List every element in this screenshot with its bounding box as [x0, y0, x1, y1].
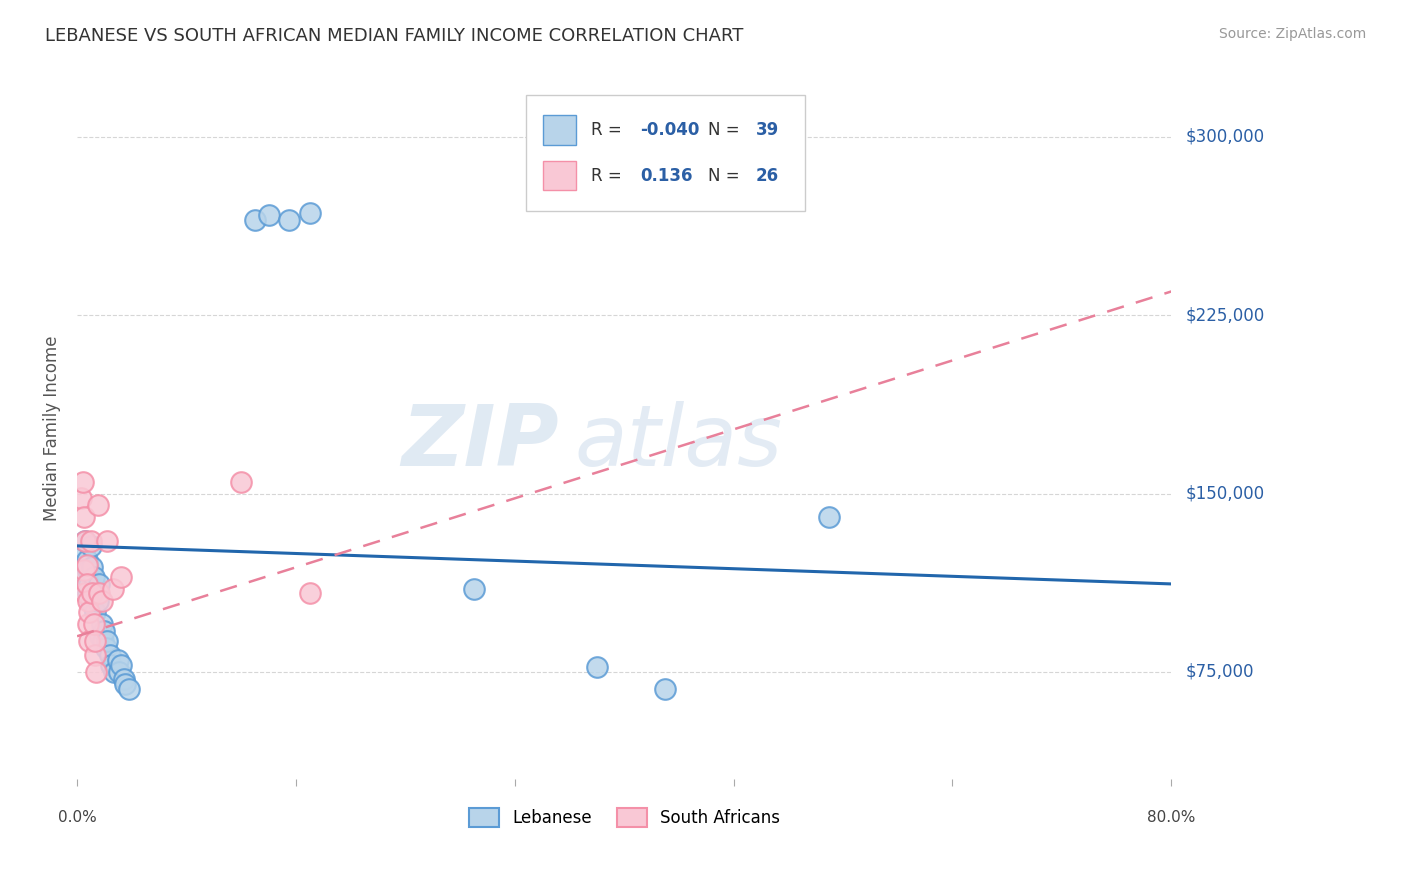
Point	[83, 634, 105, 648]
Point	[91, 634, 114, 648]
Point	[90, 593, 112, 607]
Text: 80.0%: 80.0%	[1147, 811, 1195, 825]
Point	[586, 660, 609, 674]
Point	[84, 586, 107, 600]
Point	[77, 586, 100, 600]
Point	[96, 634, 118, 648]
Y-axis label: Median Family Income: Median Family Income	[44, 335, 60, 521]
Text: R =: R =	[592, 121, 627, 139]
Point	[84, 665, 107, 679]
Point	[94, 641, 117, 656]
Point	[76, 558, 98, 572]
Text: LEBANESE VS SOUTH AFRICAN MEDIAN FAMILY INCOME CORRELATION CHART: LEBANESE VS SOUTH AFRICAN MEDIAN FAMILY …	[45, 27, 744, 45]
Text: R =: R =	[592, 167, 627, 185]
Point	[73, 570, 96, 584]
Point	[108, 665, 131, 679]
Point	[101, 582, 124, 596]
Point	[75, 534, 97, 549]
Point	[83, 586, 105, 600]
Text: $150,000: $150,000	[1185, 484, 1264, 502]
Point	[257, 208, 280, 222]
Point	[231, 475, 253, 489]
Point	[77, 617, 100, 632]
Text: 0.136: 0.136	[641, 167, 693, 185]
Point	[110, 657, 132, 672]
Point	[110, 570, 132, 584]
Point	[75, 534, 97, 549]
Point	[82, 586, 104, 600]
Point	[90, 617, 112, 632]
Text: -0.040: -0.040	[641, 121, 700, 139]
Point	[80, 593, 103, 607]
FancyBboxPatch shape	[526, 95, 804, 211]
Text: N =: N =	[709, 121, 745, 139]
Text: $75,000: $75,000	[1185, 663, 1254, 681]
Point	[80, 534, 103, 549]
Point	[77, 563, 100, 577]
Point	[83, 648, 105, 663]
Point	[98, 648, 121, 663]
Point	[73, 546, 96, 560]
Point	[112, 672, 135, 686]
Point	[70, 558, 93, 572]
Point	[93, 624, 115, 639]
Point	[73, 510, 96, 524]
Point	[86, 593, 108, 607]
Point	[298, 586, 321, 600]
Point	[83, 617, 105, 632]
Point	[83, 606, 105, 620]
Point	[100, 657, 122, 672]
Point	[83, 570, 105, 584]
Point	[76, 553, 98, 567]
Point	[76, 577, 98, 591]
Point	[77, 593, 100, 607]
Text: $225,000: $225,000	[1185, 306, 1264, 324]
FancyBboxPatch shape	[543, 115, 576, 145]
Point	[89, 629, 111, 643]
Point	[96, 534, 118, 549]
Point	[87, 586, 110, 600]
Text: 39: 39	[755, 121, 779, 139]
Text: Source: ZipAtlas.com: Source: ZipAtlas.com	[1219, 27, 1367, 41]
Legend: Lebanese, South Africans: Lebanese, South Africans	[463, 801, 786, 834]
Point	[82, 560, 104, 574]
Point	[107, 653, 129, 667]
Text: N =: N =	[709, 167, 745, 185]
Point	[79, 634, 101, 648]
Point	[118, 681, 141, 696]
Point	[75, 586, 97, 600]
Point	[103, 665, 125, 679]
Point	[818, 510, 841, 524]
Text: atlas: atlas	[575, 401, 783, 483]
Point	[86, 499, 108, 513]
FancyBboxPatch shape	[543, 161, 576, 190]
Point	[79, 577, 101, 591]
Point	[114, 677, 136, 691]
Point	[72, 475, 94, 489]
Text: ZIP: ZIP	[401, 401, 558, 483]
Text: $300,000: $300,000	[1185, 128, 1264, 146]
Point	[463, 582, 485, 596]
Point	[79, 606, 101, 620]
Point	[70, 491, 93, 506]
Point	[298, 206, 321, 220]
Point	[87, 577, 110, 591]
Point	[278, 213, 301, 227]
Text: 26: 26	[755, 167, 779, 185]
Point	[654, 681, 676, 696]
Text: 0.0%: 0.0%	[58, 811, 97, 825]
Point	[73, 563, 96, 577]
Point	[80, 539, 103, 553]
Point	[243, 213, 266, 227]
